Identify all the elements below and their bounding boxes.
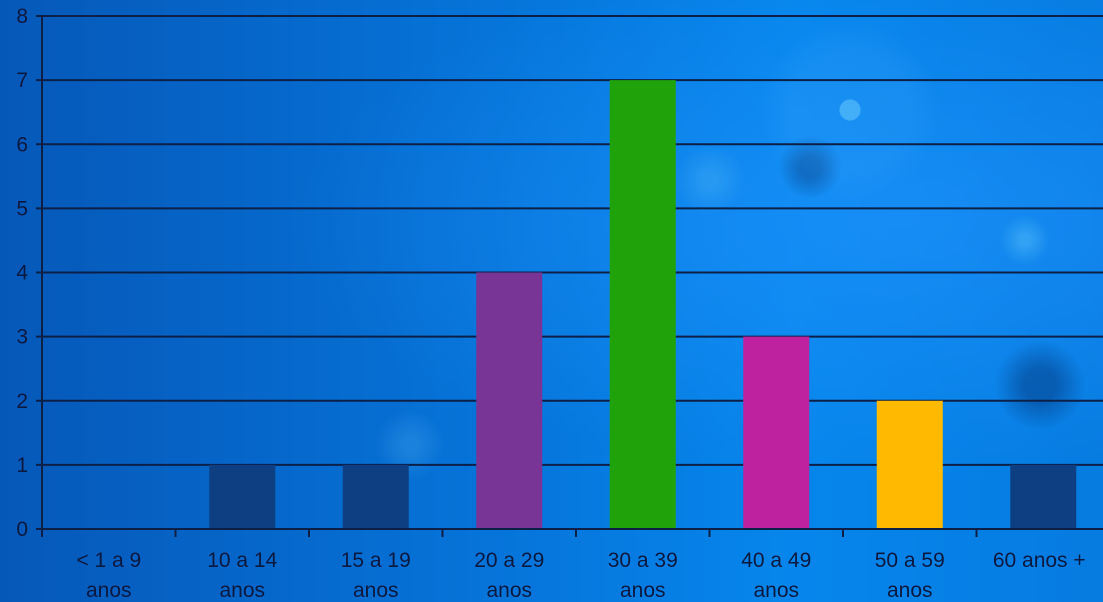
bar-3	[476, 272, 543, 529]
x-tick-label-line: anos	[86, 579, 132, 602]
y-tick-label: 5	[16, 197, 28, 220]
bar-6	[876, 400, 943, 529]
x-tick-label-line: 60 anos +	[993, 549, 1086, 572]
x-tick-label: 40 a 49 anos	[741, 549, 811, 602]
x-tick-label-line: 20 a 29	[474, 549, 544, 572]
x-tick-label-line: anos	[353, 579, 399, 602]
y-tick-label: 3	[16, 326, 28, 349]
x-tick-label: 15 a 19 anos	[341, 549, 411, 602]
x-tick-label: 10 a 14 anos	[207, 549, 277, 602]
y-tick-label: 1	[16, 454, 28, 477]
y-tick-label: 0	[16, 518, 28, 541]
x-tick-label-line: 30 a 39	[608, 549, 678, 572]
x-tick-label: 20 a 29 anos	[474, 549, 544, 602]
y-tick-label: 2	[16, 390, 28, 413]
x-tick-label-line: anos	[887, 579, 933, 602]
y-tick-label: 4	[16, 262, 28, 285]
x-tick-label: < 1 a 9 anos	[76, 549, 141, 602]
x-tick-label-line: 10 a 14	[207, 549, 277, 572]
x-tick-label-line: anos	[219, 579, 265, 602]
chart-axes	[36, 15, 1103, 537]
x-tick-label-line: anos	[620, 579, 666, 602]
bar-series	[209, 80, 1077, 529]
y-axis-tick-labels: 0 1 2 3 4 5 6 7 8	[16, 5, 28, 541]
x-tick-label-line: anos	[486, 579, 532, 602]
x-tick-label-line: 40 a 49	[741, 549, 811, 572]
x-tick-label: 60 anos +	[993, 549, 1086, 572]
x-tick-label: 50 a 59 anos	[875, 549, 945, 602]
y-tick-label: 6	[16, 133, 28, 156]
y-tick-label: 7	[16, 69, 28, 92]
bar-2	[342, 464, 409, 529]
bar-4	[609, 80, 676, 529]
x-tick-label-line: 15 a 19	[341, 549, 411, 572]
bar-7	[1010, 464, 1077, 529]
x-tick-label: 30 a 39 anos	[608, 549, 678, 602]
x-tick-label-line: anos	[753, 579, 799, 602]
x-tick-label-line: < 1 a 9	[76, 549, 141, 572]
x-tick-label-line: 50 a 59	[875, 549, 945, 572]
y-tick-label: 8	[16, 5, 28, 28]
bar-1	[209, 464, 276, 529]
horizontal-gridlines	[42, 15, 1103, 466]
bar-5	[743, 336, 810, 529]
